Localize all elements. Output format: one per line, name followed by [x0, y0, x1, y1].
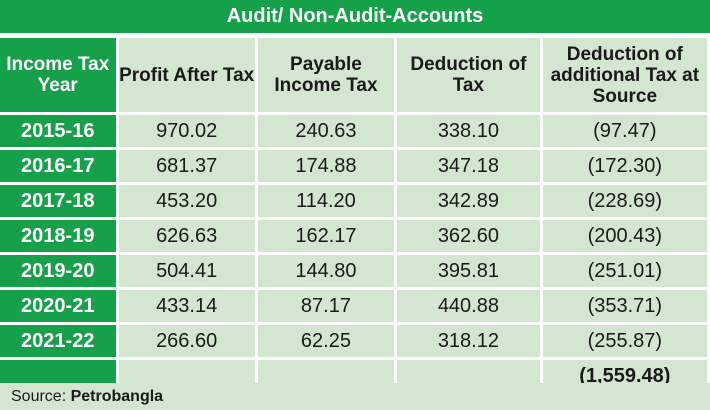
table-row: 2020-21 433.14 87.17 440.88 (353.71) — [0, 290, 707, 322]
header-income-tax-year: Income Tax Year — [0, 38, 116, 112]
table-row: 2017-18 453.20 114.20 342.89 (228.69) — [0, 185, 707, 217]
payable-cell: 87.17 — [257, 290, 395, 322]
profit-cell: 504.41 — [118, 255, 255, 287]
additional-cell: (172.30) — [542, 150, 707, 182]
table-row: 2019-20 504.41 144.80 395.81 (251.01) — [0, 255, 707, 287]
header-payable-income-tax: Payable Income Tax — [257, 38, 395, 112]
profit-cell: 433.14 — [118, 290, 255, 322]
header-row: Income Tax Year Profit After Tax Payable… — [0, 38, 707, 112]
table-row: 2021-22 266.60 62.25 318.12 (255.87) — [0, 325, 707, 357]
profit-cell: 681.37 — [118, 150, 255, 182]
payable-cell: 144.80 — [257, 255, 395, 287]
year-cell: 2020-21 — [0, 290, 116, 322]
profit-cell: 453.20 — [118, 185, 255, 217]
deduction-cell: 342.89 — [397, 185, 540, 217]
table-title: Audit/ Non-Audit-Accounts — [0, 0, 710, 33]
deduction-cell: 395.81 — [397, 255, 540, 287]
source-label: Source: — [11, 388, 67, 405]
additional-cell: (255.87) — [542, 325, 707, 357]
payable-cell: 114.20 — [257, 185, 395, 217]
deduction-cell: 338.10 — [397, 115, 540, 147]
additional-cell: (251.01) — [542, 255, 707, 287]
additional-cell: (228.69) — [542, 185, 707, 217]
year-cell: 2021-22 — [0, 325, 116, 357]
additional-cell: (353.71) — [542, 290, 707, 322]
header-deduction-of-tax: Deduction of Tax — [397, 38, 540, 112]
year-cell: 2016-17 — [0, 150, 116, 182]
table-row: 2018-19 626.63 162.17 362.60 (200.43) — [0, 220, 707, 252]
profit-cell: 626.63 — [118, 220, 255, 252]
deduction-cell: 318.12 — [397, 325, 540, 357]
additional-cell: (97.47) — [542, 115, 707, 147]
payable-cell: 240.63 — [257, 115, 395, 147]
deduction-cell: 440.88 — [397, 290, 540, 322]
deduction-cell: 362.60 — [397, 220, 540, 252]
year-cell: 2018-19 — [0, 220, 116, 252]
payable-cell: 62.25 — [257, 325, 395, 357]
payable-cell: 174.88 — [257, 150, 395, 182]
year-cell: 2017-18 — [0, 185, 116, 217]
year-cell: 2019-20 — [0, 255, 116, 287]
additional-cell: (200.43) — [542, 220, 707, 252]
table-row: 2015-16 970.02 240.63 338.10 (97.47) — [0, 115, 707, 147]
source-name: Petrobangla — [70, 388, 164, 405]
tax-table: Income Tax Year Profit After Tax Payable… — [0, 35, 710, 395]
profit-cell: 970.02 — [118, 115, 255, 147]
year-cell: 2015-16 — [0, 115, 116, 147]
deduction-cell: 347.18 — [397, 150, 540, 182]
header-deduction-additional-tax: Deduction of additional Tax at Source — [542, 38, 707, 112]
header-profit-after-tax: Profit After Tax — [118, 38, 255, 112]
profit-cell: 266.60 — [118, 325, 255, 357]
payable-cell: 162.17 — [257, 220, 395, 252]
source-line: Source: Petrobangla — [0, 383, 710, 410]
table-row: 2016-17 681.37 174.88 347.18 (172.30) — [0, 150, 707, 182]
